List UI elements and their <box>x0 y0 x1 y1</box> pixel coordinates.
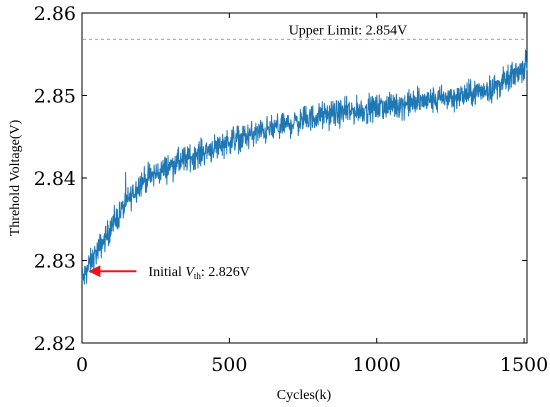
initial-vth-var: V <box>185 265 195 280</box>
x-axis: 0 500 1000 1500 <box>76 13 548 376</box>
initial-vth-label: Initial Vth: 2.826V <box>148 265 250 281</box>
y-tick-label: 2.86 <box>34 3 76 25</box>
y-tick-label: 2.82 <box>34 333 76 355</box>
series-line <box>81 49 528 285</box>
initial-vth-sub: th <box>194 271 202 281</box>
y-axis-title: Threhold Voltage(V) <box>8 119 23 236</box>
upper-limit-label: Upper Limit: 2.854V <box>289 23 408 38</box>
x-axis-title: Cycles(k) <box>277 388 332 403</box>
initial-vth-suffix: : 2.826V <box>201 265 250 280</box>
plot-area: Upper Limit: 2.854V 0 500 1000 1500 2.822.8… <box>8 3 548 403</box>
arrow-icon <box>88 265 101 278</box>
initial-vth-prefix: Initial <box>148 265 185 280</box>
x-tick-label: 1500 <box>500 354 548 376</box>
y-tick-label: 2.85 <box>34 86 76 108</box>
x-tick-label: 0 <box>76 354 88 376</box>
x-tick-label: 1000 <box>353 354 401 376</box>
y-tick-label: 2.83 <box>34 251 76 273</box>
initial-annotation: Initial Vth: 2.826V <box>88 265 250 281</box>
x-tick-label: 500 <box>211 354 247 376</box>
y-axis: 2.82 2.83 2.84 2.85 2.86 <box>34 3 527 355</box>
y-tick-label: 2.84 <box>34 168 76 190</box>
